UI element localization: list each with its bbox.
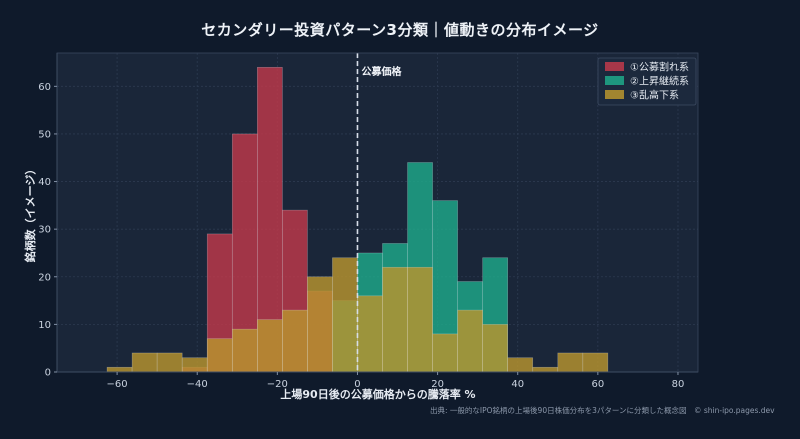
histogram-bar-series-3 — [357, 295, 383, 373]
y-tick-label: 20 — [38, 272, 51, 283]
histogram-bar-series-3 — [407, 266, 433, 373]
y-tick-label: 60 — [38, 82, 51, 93]
y-tick-label: 50 — [38, 129, 51, 140]
y-tick-label: 0 — [45, 368, 51, 379]
chart-title: セカンダリー投資パターン3分類｜値動きの分布イメージ — [201, 21, 599, 39]
histogram-bar-series-3 — [532, 366, 559, 373]
x-tick-label: 80 — [672, 379, 685, 390]
legend-label-2: ②上昇継続系 — [630, 75, 689, 88]
histogram-bar-series-3 — [131, 352, 158, 373]
source-note: 出典: 一般的なIPO銘柄の上場後90日株価分布を3パターンに分類した概念図 ©… — [430, 406, 775, 415]
legend-swatch-1 — [605, 62, 624, 71]
x-tick-label: −20 — [267, 379, 288, 390]
histogram-bar-series-3 — [156, 352, 183, 373]
histogram-bar-series-3 — [507, 357, 534, 373]
y-tick-label: 40 — [38, 177, 51, 188]
legend-swatch-2 — [605, 76, 624, 85]
histogram-bar-series-3 — [582, 352, 609, 373]
y-tick-label: 10 — [38, 320, 51, 331]
legend-swatch-3 — [605, 90, 624, 99]
x-tick-label: −40 — [187, 379, 208, 390]
histogram-bar-series-3 — [307, 276, 333, 373]
x-tick-label: 40 — [511, 379, 524, 390]
histogram-bar-series-3 — [231, 328, 258, 373]
y-tick-label: 30 — [38, 225, 51, 236]
x-tick-label: −60 — [107, 379, 128, 390]
histogram-bar-series-3 — [332, 257, 358, 373]
histogram-bar-series-3 — [557, 352, 584, 373]
plot-frame — [56, 52, 699, 373]
legend-label-3: ③乱高下系 — [630, 89, 679, 102]
histogram-bar-series-3 — [482, 324, 509, 373]
histogram-bar-series-3 — [206, 338, 233, 373]
histogram-bar-series-3 — [181, 357, 208, 373]
x-tick-label: 20 — [431, 379, 444, 390]
legend-label-1: ①公募割れ系 — [630, 61, 689, 74]
x-tick-label: 60 — [591, 379, 604, 390]
histogram-bar-series-3 — [257, 319, 283, 373]
histogram-bar-series-3 — [282, 309, 308, 373]
histogram-bar-series-3 — [106, 366, 133, 373]
histogram-bar-series-3 — [382, 266, 408, 373]
histogram-bar-series-3 — [457, 309, 483, 373]
histogram-bar-series-3 — [432, 333, 458, 373]
x-axis-label: 上場90日後の公募価格からの騰落率 % — [280, 387, 475, 401]
x-tick-label: 0 — [354, 379, 360, 390]
offer-price-label: 公募価格 — [361, 65, 402, 78]
y-axis-label: 銘柄数（イメージ） — [23, 164, 37, 263]
